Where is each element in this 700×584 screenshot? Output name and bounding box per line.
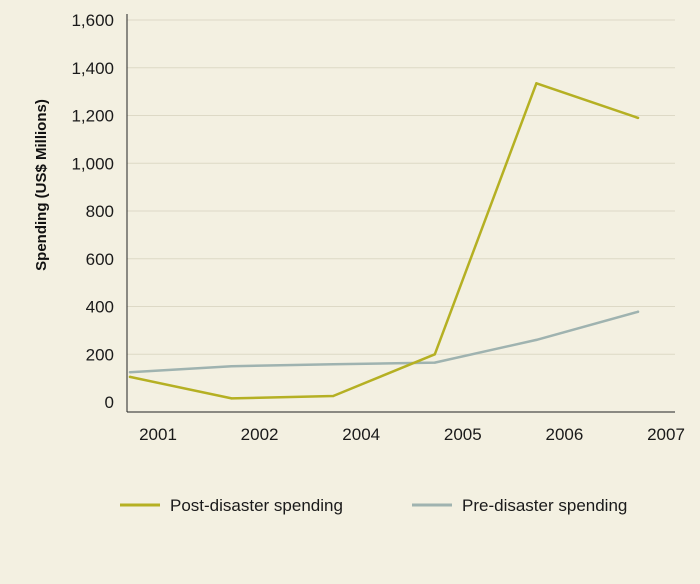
x-tick-label: 2002	[241, 425, 279, 444]
data-point	[535, 82, 538, 85]
data-point	[128, 370, 132, 374]
x-tick-label: 2005	[444, 425, 482, 444]
x-tick-labels: 2001 2002 2004 2005 2006 2007	[139, 425, 685, 444]
y-tick-label: 400	[86, 298, 114, 317]
y-tick-label: 200	[86, 345, 114, 364]
x-tick-label: 2001	[139, 425, 177, 444]
y-tick-label: 600	[86, 250, 114, 269]
data-point	[230, 397, 233, 400]
y-tick-labels: 0 200 400 600 800 1,000 1,200 1,400 1,600	[71, 11, 114, 412]
y-tick-label: 0	[105, 393, 114, 412]
data-point	[535, 338, 538, 342]
legend: Post-disaster spending Pre-disaster spend…	[120, 496, 627, 515]
gridlines	[127, 19, 675, 355]
y-tick-label: 1,200	[71, 107, 114, 126]
x-tick-label: 2004	[342, 425, 380, 444]
data-point	[636, 310, 640, 313]
data-point	[128, 375, 132, 379]
series-lines	[128, 82, 640, 400]
legend-label: Pre-disaster spending	[462, 496, 627, 515]
y-tick-label: 1,600	[71, 11, 114, 30]
data-point	[636, 116, 640, 120]
data-point	[332, 394, 335, 398]
data-point	[433, 361, 436, 364]
data-point	[433, 353, 436, 356]
legend-label: Post-disaster spending	[170, 496, 343, 515]
series-line	[128, 82, 640, 400]
y-axis-title: Spending (US$ Millions)	[33, 99, 50, 271]
x-tick-label: 2007	[647, 425, 685, 444]
data-point	[230, 364, 233, 368]
y-tick-label: 1,000	[71, 154, 114, 173]
y-tick-label: 1,400	[71, 59, 114, 78]
x-tick-label: 2006	[545, 425, 583, 444]
series-line	[128, 310, 640, 374]
data-point	[332, 363, 335, 366]
axes	[126, 14, 675, 413]
y-tick-label: 800	[86, 202, 114, 221]
